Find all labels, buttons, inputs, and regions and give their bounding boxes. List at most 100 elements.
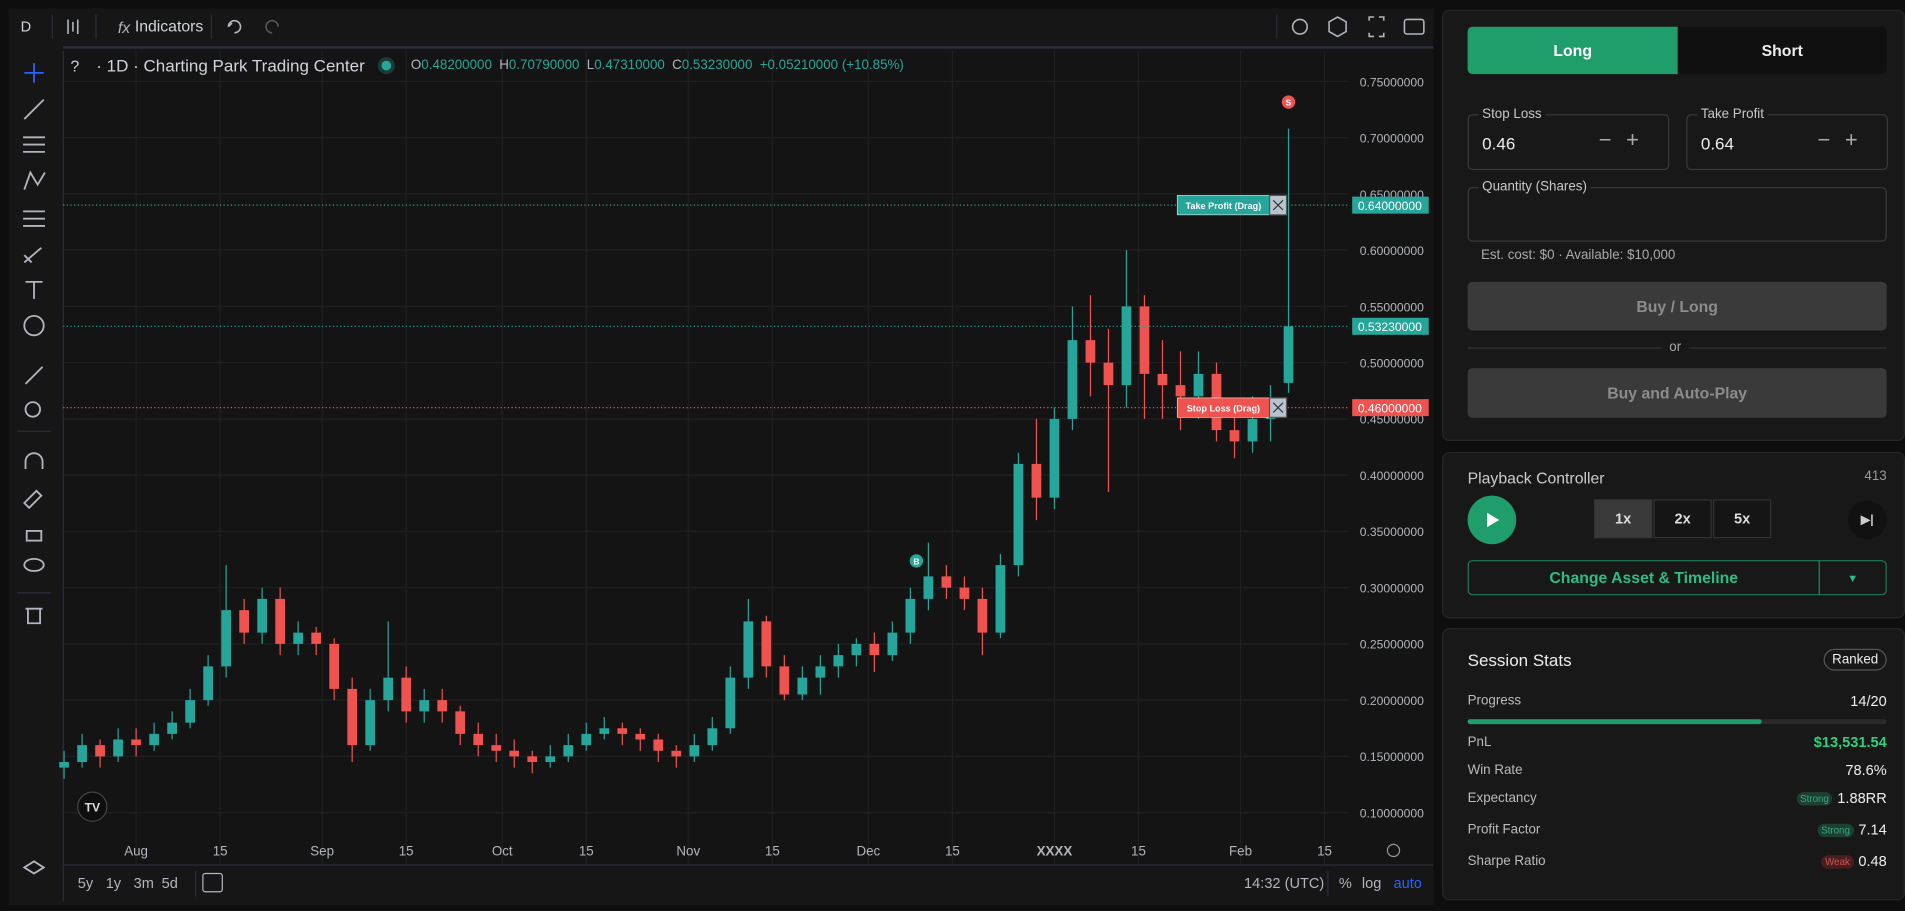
candle-body — [113, 739, 123, 757]
lock-draw-tool[interactable] — [23, 489, 43, 510]
undo[interactable] — [227, 19, 242, 34]
x-tick-label: 15 — [579, 843, 594, 858]
stepper[interactable]: −+ — [1817, 127, 1873, 152]
candle-body — [401, 677, 412, 712]
eye-tool[interactable] — [23, 557, 45, 572]
candle-body — [923, 576, 934, 599]
settings-icon[interactable] — [1386, 843, 1401, 858]
candle-body — [59, 761, 69, 768]
candle-body — [977, 598, 988, 633]
magnet-tool[interactable] — [24, 452, 44, 469]
candle-body — [959, 587, 970, 599]
short-button[interactable]: Short — [1677, 26, 1887, 75]
redo[interactable] — [265, 19, 280, 34]
change-dropdown[interactable]: ▼ — [1818, 560, 1887, 596]
long-button[interactable]: Long — [1467, 26, 1678, 75]
price-label-bg — [1352, 196, 1429, 214]
symbol[interactable]: D — [21, 20, 32, 36]
speed-button[interactable]: 1x — [1593, 499, 1653, 539]
measure-tool[interactable] — [23, 210, 45, 227]
candle-body — [941, 576, 952, 588]
candle-body — [1103, 362, 1114, 386]
range-button[interactable]: 3m — [133, 874, 154, 892]
stat-value: 78.6% — [1845, 761, 1887, 779]
y-tick-label: 0.15000000 — [1360, 750, 1424, 764]
log-toggle[interactable]: log — [1361, 874, 1382, 892]
candle-body — [473, 733, 484, 746]
candle-body — [1175, 385, 1186, 397]
x-tick-label: 15 — [765, 843, 780, 858]
play-icon — [1487, 512, 1500, 528]
chart-type[interactable] — [67, 19, 79, 35]
quantity-input[interactable]: Quantity (Shares) — [1467, 179, 1887, 242]
range-button[interactable]: 1y — [105, 874, 122, 892]
speed-button[interactable]: 2x — [1653, 499, 1712, 539]
candle-body — [1013, 463, 1024, 566]
candle-body — [383, 677, 394, 701]
percent-toggle[interactable]: % — [1338, 874, 1352, 892]
range-button[interactable]: 5d — [161, 874, 178, 892]
candle-body — [455, 711, 466, 734]
lock-tool[interactable] — [25, 530, 43, 542]
stat-value: 7.14 — [1858, 821, 1887, 839]
auto-toggle[interactable]: auto — [1393, 874, 1422, 892]
candle-body — [1157, 373, 1168, 386]
range-button[interactable]: 5y — [77, 874, 94, 892]
skip-button[interactable]: ▶| — [1847, 500, 1887, 540]
fullscreen-icon[interactable] — [1368, 16, 1385, 38]
trade-marker — [1281, 95, 1296, 109]
trade-marker-label: B — [913, 557, 919, 567]
candle-body — [869, 643, 880, 656]
settings-icon[interactable] — [1328, 16, 1347, 38]
cross-tool[interactable] — [24, 63, 44, 83]
x-tick-label: Feb — [1229, 843, 1252, 858]
price-input[interactable]: Stop Loss 0.46 −+ — [1467, 106, 1670, 171]
input-value: 0.64 — [1700, 133, 1734, 154]
price-input[interactable]: Take Profit 0.64 −+ — [1686, 106, 1888, 171]
date-range-icon[interactable] — [202, 872, 223, 893]
candle-body — [275, 598, 286, 644]
text-tool[interactable] — [25, 280, 43, 299]
x-tick-label: Aug — [124, 843, 148, 858]
brush-tool[interactable] — [23, 247, 42, 264]
y-tick-label: 0.30000000 — [1360, 581, 1424, 595]
layers-tool[interactable] — [22, 860, 46, 875]
zoom-tool[interactable] — [24, 401, 42, 418]
autoplay-button[interactable]: Buy and Auto-Play — [1467, 368, 1887, 418]
trade-card: Long Short Stop Loss 0.46 −+ Take Profit 0.64 −… — [1442, 9, 1905, 442]
fib-tool[interactable] — [23, 136, 45, 153]
trash-tool[interactable] — [25, 607, 43, 625]
candle-body — [77, 745, 87, 762]
line-tool[interactable] — [23, 98, 45, 120]
playback-card: Playback Controller 413 1x 2x 5x ▶| Change Ass… — [1442, 451, 1905, 619]
price-label-bg — [1352, 317, 1429, 335]
stepper[interactable]: −+ — [1598, 127, 1654, 152]
stat-right: Weak 0.48 — [1821, 853, 1887, 870]
pattern-tool[interactable] — [23, 170, 46, 190]
snapshot-icon[interactable] — [1403, 18, 1425, 35]
candle-body — [689, 745, 700, 757]
stat-value: 14/20 — [1850, 692, 1887, 710]
top-icons — [67, 16, 1425, 38]
y-tick-label: 0.75000000 — [1360, 75, 1424, 89]
candle-body — [887, 632, 898, 656]
stat-right: Strong 7.14 — [1817, 821, 1887, 839]
plot-bg — [63, 51, 1434, 866]
remove-icon — [1272, 402, 1284, 413]
change-button[interactable]: Change Asset & Timeline — [1467, 560, 1820, 596]
y-tick-label: 0.55000000 — [1360, 300, 1424, 314]
stat-row: PnL $13,531.54 — [1468, 734, 1887, 751]
candle-body — [437, 700, 448, 712]
emoji-tool[interactable] — [23, 314, 45, 337]
session-title: Session Stats — [1467, 649, 1572, 670]
x-tick-label: 15 — [1131, 843, 1146, 858]
ohlc-name: O — [410, 58, 422, 73]
replay-icon[interactable] — [1291, 18, 1309, 35]
stat-right: Strong 1.88RR — [1796, 790, 1887, 807]
buy-button[interactable]: Buy / Long — [1467, 281, 1887, 331]
side-panel: Long Short Stop Loss 0.46 −+ Take Profit 0.64 −… — [1442, 0, 1905, 911]
indicators-button[interactable]: Indicators — [135, 19, 204, 36]
speed-button[interactable]: 5x — [1713, 499, 1772, 539]
ruler-tool[interactable] — [24, 366, 44, 385]
